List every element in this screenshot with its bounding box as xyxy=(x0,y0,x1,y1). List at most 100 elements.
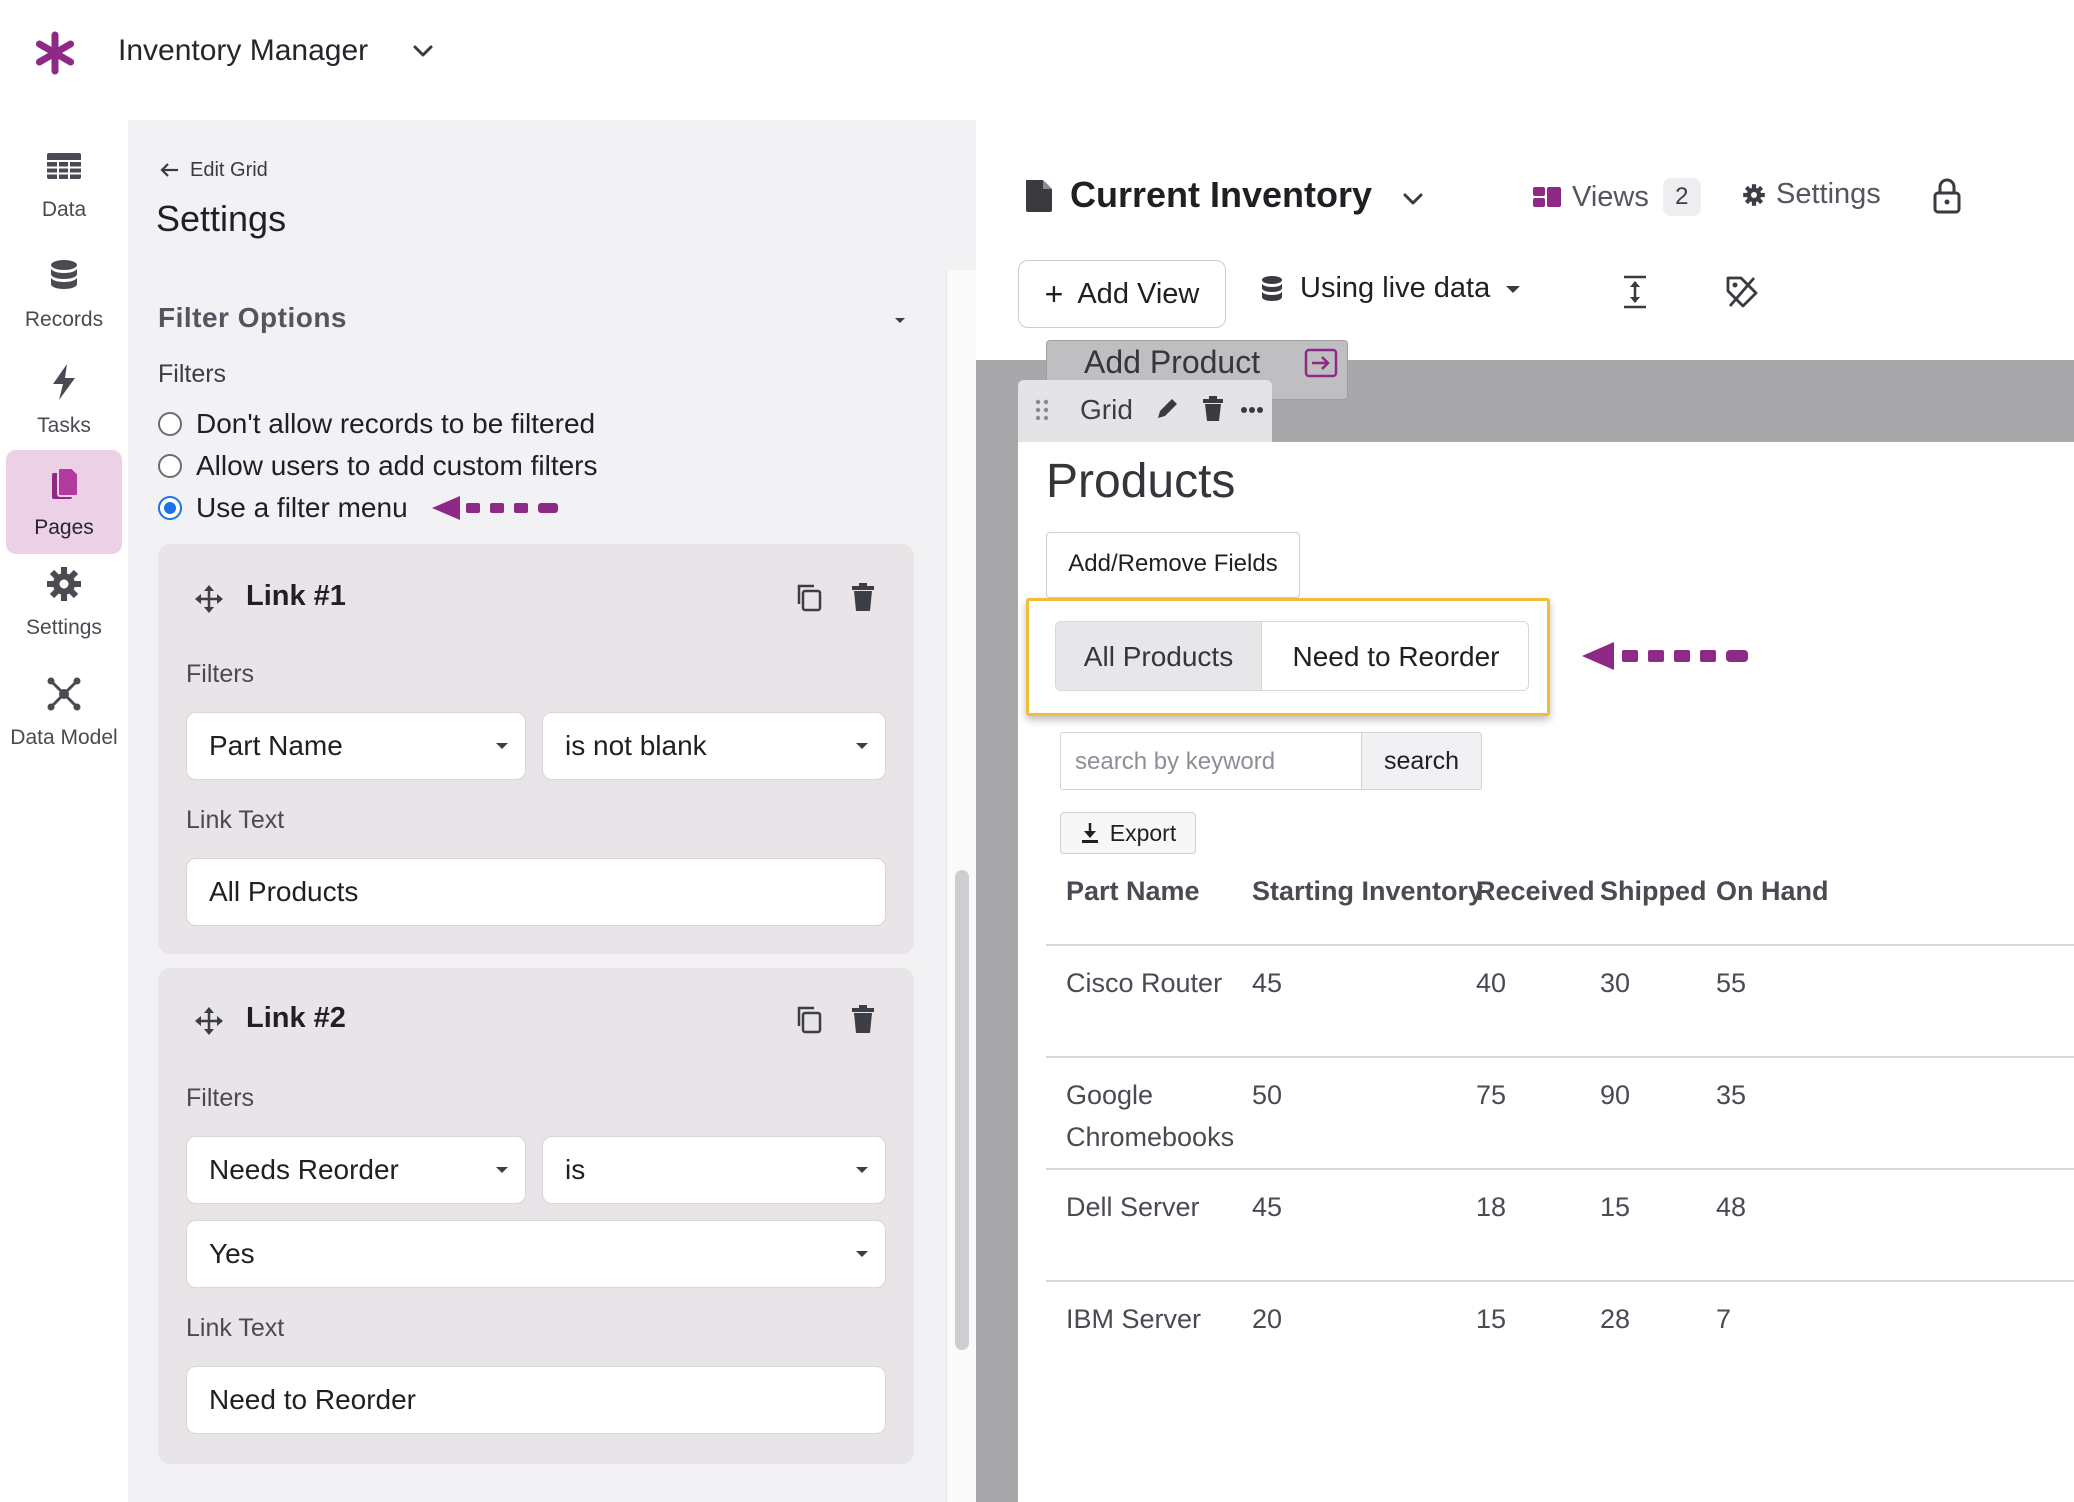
pencil-icon[interactable] xyxy=(1154,396,1180,422)
chevron-down-icon[interactable] xyxy=(1400,186,1426,212)
download-icon xyxy=(1081,823,1098,843)
table-divider xyxy=(1046,1056,2074,1058)
copy-icon[interactable] xyxy=(794,582,824,612)
export-label: Export xyxy=(1109,819,1177,846)
section-title[interactable]: Filter Options xyxy=(158,302,347,333)
move-icon[interactable] xyxy=(194,584,224,614)
field-select[interactable]: Needs Reorder xyxy=(186,1136,526,1204)
settings-panel: Edit Grid Settings Filter Options Filter… xyxy=(128,120,976,1502)
products-title: Products xyxy=(1046,455,1236,508)
app-title[interactable]: Inventory Manager xyxy=(118,34,369,67)
search-button[interactable]: search xyxy=(1362,732,1482,790)
table-divider xyxy=(1046,944,2074,946)
views-count-badge: 2 xyxy=(1662,178,1701,216)
cell-shipped: 15 xyxy=(1600,1192,1631,1222)
operator-select[interactable]: is not blank xyxy=(542,712,886,780)
radio-custom-filters[interactable]: Allow users to add custom filters xyxy=(158,450,598,482)
cell-received: 75 xyxy=(1476,1080,1507,1110)
caret-down-icon xyxy=(856,743,868,749)
move-icon[interactable] xyxy=(194,1006,224,1036)
table-icon xyxy=(47,153,81,179)
document-icon xyxy=(1026,180,1052,212)
chevron-down-icon[interactable] xyxy=(408,36,438,66)
field-select-value: Needs Reorder xyxy=(209,1154,399,1185)
arrow-into-box-icon xyxy=(1304,348,1338,378)
expand-height-icon[interactable] xyxy=(1620,274,1650,310)
database-icon xyxy=(51,260,77,289)
view-settings-button[interactable]: Settings xyxy=(1742,178,1881,211)
caret-down-icon[interactable] xyxy=(890,310,910,330)
nav-item-pages[interactable]: Pages xyxy=(6,450,122,554)
radio-button[interactable] xyxy=(158,454,182,478)
edit-grid-back-link[interactable]: Edit Grid xyxy=(158,158,268,182)
gear-icon xyxy=(47,567,81,601)
field-select[interactable]: Part Name xyxy=(186,712,526,780)
caret-down-icon xyxy=(856,1251,868,1257)
column-header-starting-inventory[interactable]: Starting Inventory xyxy=(1252,876,1484,906)
caret-down-icon xyxy=(496,1167,508,1173)
export-button[interactable]: Export xyxy=(1060,812,1196,854)
filter-menu-need-to-reorder[interactable]: Need to Reorder xyxy=(1292,641,1500,672)
trash-icon[interactable] xyxy=(850,1004,876,1034)
add-remove-fields-button[interactable]: Add/Remove Fields xyxy=(1046,532,1300,598)
pages-icon xyxy=(52,467,79,499)
trash-icon[interactable] xyxy=(1202,396,1224,422)
caret-down-icon xyxy=(1506,285,1521,293)
cell-on-hand: 55 xyxy=(1716,968,1747,998)
nav-item-data[interactable]: Data xyxy=(6,132,122,236)
gear-icon xyxy=(1743,183,1765,206)
cell-received: 18 xyxy=(1476,1192,1507,1222)
link-card-1: Link #1 Filters Part Name is not blank L… xyxy=(158,544,914,954)
arrow-left-icon xyxy=(160,163,178,177)
views-button[interactable]: Views 2 xyxy=(1532,178,1701,216)
column-header-part-name[interactable]: Part Name xyxy=(1066,876,1200,906)
column-header-shipped[interactable]: Shipped xyxy=(1600,876,1707,906)
caret-down-icon xyxy=(856,1167,868,1173)
cell-received: 40 xyxy=(1476,968,1507,998)
radio-no-filter[interactable]: Don't allow records to be filtered xyxy=(158,408,595,440)
value-select[interactable]: Yes xyxy=(186,1220,886,1288)
operator-select-value: is xyxy=(565,1154,586,1185)
radio-filter-menu[interactable]: Use a filter menu xyxy=(158,492,408,524)
trash-icon[interactable] xyxy=(850,582,876,612)
panel-scrollbar[interactable] xyxy=(946,270,976,1502)
cell-on-hand: 48 xyxy=(1716,1192,1747,1222)
filter-menu-all-products[interactable]: All Products xyxy=(1056,622,1262,690)
copy-icon[interactable] xyxy=(794,1004,824,1034)
operator-select[interactable]: is xyxy=(542,1136,886,1204)
live-data-dropdown[interactable]: Using live data xyxy=(1258,272,1522,305)
tag-slash-icon[interactable] xyxy=(1724,274,1760,310)
value-select-value: Yes xyxy=(209,1238,255,1269)
column-header-received[interactable]: Received xyxy=(1476,876,1595,906)
lock-icon[interactable] xyxy=(1932,178,1962,214)
link-text-label: Link Text xyxy=(186,806,285,834)
operator-select-value: is not blank xyxy=(565,730,707,761)
nav-item-settings[interactable]: Settings xyxy=(6,550,122,654)
search-input[interactable]: search by keyword xyxy=(1060,732,1362,790)
cell-on-hand: 35 xyxy=(1716,1080,1747,1110)
more-icon[interactable] xyxy=(1240,406,1264,414)
scrollbar-thumb[interactable] xyxy=(955,870,969,1350)
add-view-button[interactable]: + Add View xyxy=(1018,260,1226,328)
asterisk-logo-icon xyxy=(35,31,75,75)
view-title[interactable]: Current Inventory xyxy=(1070,174,1373,215)
link-title: Link #2 xyxy=(246,1002,346,1034)
nav-item-tasks[interactable]: Tasks xyxy=(6,348,122,452)
radio-button[interactable] xyxy=(158,412,182,436)
link-text-input[interactable]: Need to Reorder xyxy=(186,1366,886,1434)
table-divider xyxy=(1046,1280,2074,1282)
cell-part-name: Cisco Router xyxy=(1066,968,1223,998)
nav-item-records[interactable]: Records xyxy=(6,242,122,346)
radio-button[interactable] xyxy=(158,496,182,520)
nav-item-data-model[interactable]: Data Model xyxy=(6,660,122,764)
cell-shipped: 30 xyxy=(1600,968,1631,998)
link-title: Link #1 xyxy=(246,580,346,612)
field-select-value: Part Name xyxy=(209,730,343,761)
nav-label: Records xyxy=(24,308,104,331)
column-header-on-hand[interactable]: On Hand xyxy=(1716,876,1829,906)
caret-down-icon xyxy=(496,743,508,749)
cell-received: 15 xyxy=(1476,1304,1507,1334)
drag-handle-icon[interactable] xyxy=(1034,398,1050,422)
link-text-input[interactable]: All Products xyxy=(186,858,886,926)
grid-block-tab[interactable]: Grid xyxy=(1018,380,1272,442)
